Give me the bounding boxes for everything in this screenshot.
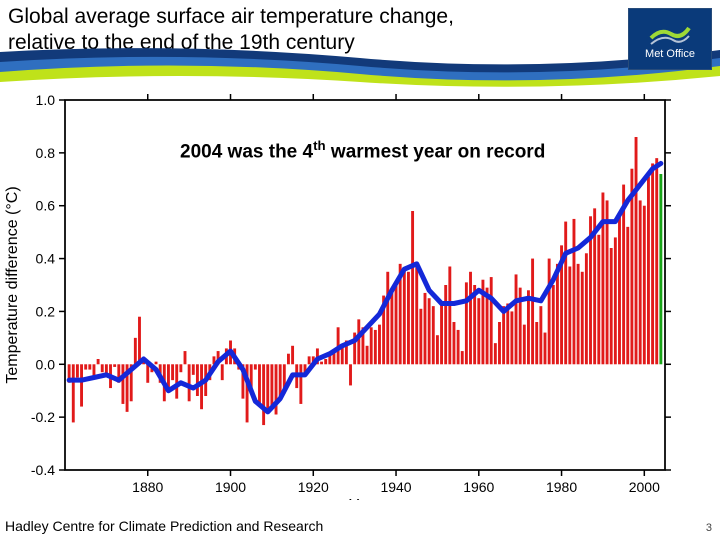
svg-text:1960: 1960 [463, 479, 494, 495]
footer-text: Hadley Centre for Climate Prediction and… [5, 518, 323, 534]
logo-text: Met Office [645, 48, 695, 60]
slide-header: Global average surface air temperature c… [0, 0, 720, 78]
svg-text:0.6: 0.6 [36, 198, 56, 214]
svg-text:1.0: 1.0 [36, 92, 56, 108]
page-number: 3 [706, 522, 712, 534]
svg-text:0.0: 0.0 [36, 356, 56, 372]
svg-text:-0.4: -0.4 [31, 462, 55, 478]
chart-area: -0.4 -0.2 0.0 0.2 0.4 0.6 0.8 1.0 1880 1900 1920 19… [0, 90, 720, 500]
svg-text:1900: 1900 [215, 479, 246, 495]
met-office-logo: Met Office [628, 8, 712, 70]
svg-text:0.8: 0.8 [36, 145, 56, 161]
svg-text:Year: Year [349, 497, 382, 500]
title-line1: Global average surface air temperature c… [8, 5, 454, 28]
logo-swoosh-icon [649, 18, 691, 46]
svg-text:0.2: 0.2 [36, 303, 56, 319]
svg-text:-0.2: -0.2 [31, 409, 55, 425]
svg-text:1980: 1980 [546, 479, 577, 495]
svg-text:Temperature difference (°C): Temperature difference (°C) [4, 186, 21, 383]
svg-text:1920: 1920 [298, 479, 329, 495]
chart-annotation: 2004 was the 4th warmest year on record [180, 138, 545, 163]
svg-text:1880: 1880 [132, 479, 163, 495]
svg-text:2000: 2000 [629, 479, 660, 495]
svg-text:0.4: 0.4 [36, 251, 56, 267]
slide-title: Global average surface air temperature c… [8, 4, 454, 56]
title-line2: relative to the end of the 19th century [8, 31, 355, 54]
svg-text:1940: 1940 [380, 479, 411, 495]
